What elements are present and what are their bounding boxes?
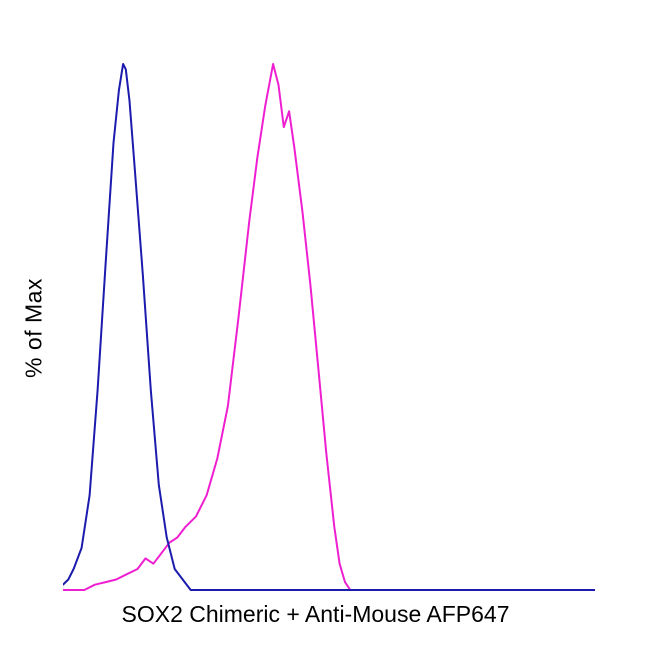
series-blue-curve — [63, 63, 595, 591]
plot-area — [63, 60, 595, 592]
series-magenta-curve — [63, 63, 595, 591]
x-axis-label: SOX2 Chimeric + Anti-Mouse AFP647 — [121, 601, 510, 627]
histogram-plot — [63, 63, 595, 591]
y-axis-label: % of Max — [20, 278, 47, 378]
